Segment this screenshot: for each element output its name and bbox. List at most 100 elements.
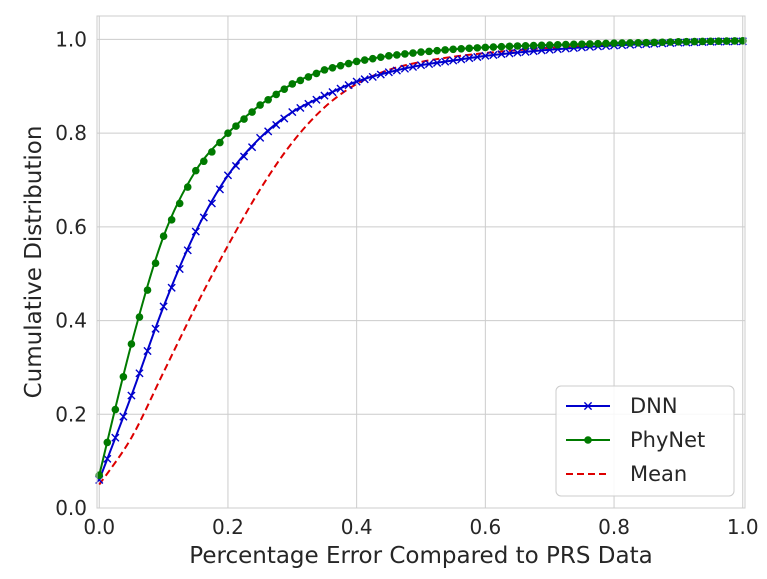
point-phynet xyxy=(425,47,433,56)
legend-label-dnn: DNN xyxy=(630,394,678,418)
point-dnn xyxy=(497,50,506,59)
point-phynet xyxy=(714,37,723,45)
legend-label-phynet: PhyNet xyxy=(630,428,705,452)
legend-marker-dnn xyxy=(583,401,593,411)
y-tick-label: 0.2 xyxy=(55,402,87,426)
point-dnn xyxy=(465,54,474,63)
point-dnn xyxy=(143,346,152,356)
point-dnn xyxy=(481,51,490,60)
legend-box xyxy=(555,385,735,497)
point-dnn xyxy=(159,302,168,311)
point-phynet xyxy=(602,39,610,48)
point-phynet xyxy=(441,46,449,54)
point-phynet xyxy=(256,101,264,109)
point-phynet xyxy=(401,50,409,58)
point-phynet xyxy=(336,61,345,70)
point-phynet xyxy=(650,38,659,47)
point-phynet xyxy=(618,39,626,47)
point-phynet xyxy=(240,115,248,123)
point-phynet xyxy=(457,45,466,53)
point-dnn xyxy=(513,48,522,57)
point-phynet xyxy=(304,73,313,81)
point-phynet xyxy=(610,39,618,47)
plot-frame xyxy=(96,15,746,509)
point-phynet xyxy=(730,37,739,45)
y-tick-label: 0.8 xyxy=(55,121,87,145)
point-dnn xyxy=(151,324,160,333)
point-dnn xyxy=(336,84,345,93)
point-dnn xyxy=(521,47,530,56)
point-dnn xyxy=(264,127,273,136)
point-phynet xyxy=(232,122,240,130)
point-phynet xyxy=(634,39,642,47)
point-dnn xyxy=(272,120,281,130)
point-phynet xyxy=(545,41,554,49)
point-dnn xyxy=(296,103,305,113)
point-phynet xyxy=(272,90,281,99)
point-dnn xyxy=(473,52,482,62)
point-phynet xyxy=(553,41,562,49)
point-phynet xyxy=(111,405,120,414)
series-layer xyxy=(95,37,747,486)
point-phynet xyxy=(344,59,353,68)
point-dnn xyxy=(368,72,377,82)
point-phynet xyxy=(674,37,683,46)
x-tick-label: 0.4 xyxy=(341,515,373,539)
point-phynet xyxy=(465,44,474,53)
point-phynet xyxy=(280,85,289,94)
point-phynet xyxy=(626,39,634,47)
point-dnn xyxy=(529,47,538,56)
point-phynet xyxy=(159,232,168,241)
point-dnn xyxy=(288,107,297,117)
point-phynet xyxy=(296,76,305,85)
point-phynet xyxy=(320,66,329,74)
point-dnn xyxy=(344,81,353,90)
point-dnn xyxy=(424,59,434,69)
point-phynet xyxy=(328,63,337,72)
point-dnn xyxy=(103,454,112,463)
point-dnn xyxy=(328,88,337,97)
point-phynet xyxy=(578,40,586,48)
point-phynet xyxy=(264,95,272,104)
point-dnn xyxy=(207,199,216,208)
point-dnn xyxy=(432,58,442,67)
point-dnn xyxy=(400,64,410,73)
point-phynet xyxy=(312,69,321,78)
point-phynet xyxy=(352,57,361,66)
point-phynet xyxy=(143,286,152,294)
x-tick-label: 1.0 xyxy=(727,515,759,539)
point-phynet xyxy=(248,108,256,116)
point-phynet xyxy=(288,80,297,88)
point-phynet xyxy=(666,38,675,46)
point-phynet xyxy=(175,199,184,208)
point-dnn xyxy=(384,68,393,77)
point-dnn xyxy=(223,171,233,180)
point-phynet xyxy=(642,38,651,47)
point-dnn xyxy=(312,95,321,104)
point-dnn xyxy=(167,283,176,292)
point-dnn xyxy=(457,55,466,64)
point-phynet xyxy=(449,45,457,54)
point-phynet xyxy=(224,129,232,137)
legend: DNN PhyNet Mean xyxy=(555,385,735,497)
point-phynet xyxy=(417,48,425,56)
point-phynet xyxy=(376,53,385,62)
point-dnn xyxy=(256,133,265,142)
point-phynet xyxy=(481,43,490,52)
point-phynet xyxy=(433,46,441,55)
y-tick-label: 0.4 xyxy=(55,309,87,333)
point-dnn xyxy=(191,227,200,236)
point-dnn xyxy=(416,61,426,70)
x-tick-label: 0.2 xyxy=(212,515,244,539)
point-phynet xyxy=(385,52,393,60)
point-dnn xyxy=(127,391,136,400)
point-dnn xyxy=(135,369,144,378)
point-phynet xyxy=(497,42,506,51)
point-dnn xyxy=(360,75,369,84)
point-dnn xyxy=(239,152,249,161)
x-tick-label: 0.8 xyxy=(598,515,630,539)
y-tick-label: 1.0 xyxy=(55,27,87,51)
point-phynet xyxy=(682,37,691,46)
point-phynet xyxy=(200,157,208,166)
point-phynet xyxy=(360,56,369,64)
